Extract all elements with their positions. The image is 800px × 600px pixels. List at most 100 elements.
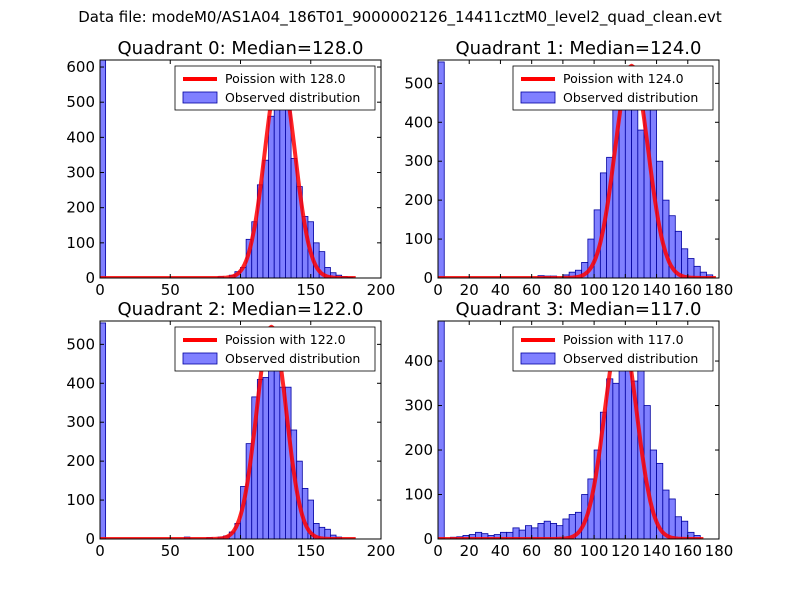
histogram-bar bbox=[624, 90, 632, 278]
histogram-bar bbox=[681, 248, 689, 278]
y-tick-label: 600 bbox=[66, 58, 95, 76]
histogram-bar bbox=[100, 60, 107, 278]
quadrant-3-panel: 0 20 40 60 80 100 120 140 160 1800100200300400Qua… bbox=[404, 299, 733, 560]
histogram-bar bbox=[550, 523, 558, 539]
legend: Poission with 124.0 Observed distribution bbox=[512, 65, 714, 111]
x-tick-label: 100 bbox=[580, 542, 609, 560]
histogram-bar bbox=[290, 158, 298, 278]
x-tick-label: 140 bbox=[642, 542, 671, 560]
panel-title: Quadrant 3: Median=117.0 bbox=[456, 299, 702, 320]
x-tick-label: 200 bbox=[367, 542, 396, 560]
x-tick-label: 20 bbox=[460, 281, 479, 299]
x-tick-label: 140 bbox=[642, 281, 671, 299]
quadrant-0-panel: 0 50 100 150 200 0 100 200 300 400 500 600 Quadrant … bbox=[66, 38, 395, 299]
poisson-curve bbox=[438, 327, 704, 539]
quadrant-1-panel: 0 20 40 60 80 100 120 140 160 1800100200300400500… bbox=[404, 38, 733, 299]
axes-frame bbox=[437, 320, 720, 540]
x-tick-label: 20 bbox=[460, 542, 479, 560]
legend-bar-swatch bbox=[182, 352, 218, 365]
y-tick-label: 500 bbox=[66, 93, 95, 111]
x-tick-label: 0 bbox=[433, 542, 443, 560]
histogram-bar bbox=[525, 525, 533, 539]
histogram-bar bbox=[631, 94, 639, 278]
x-tick-label: 160 bbox=[673, 542, 702, 560]
x-tick-label: 60 bbox=[522, 281, 541, 299]
legend-curve-label: Poission with 128.0 bbox=[225, 71, 346, 86]
histogram-bar bbox=[438, 61, 445, 278]
y-tick-label: 0 bbox=[423, 269, 433, 287]
y-tick-label: 300 bbox=[66, 164, 95, 182]
x-tick-label: 0 bbox=[95, 542, 105, 560]
y-tick-label: 400 bbox=[404, 352, 433, 370]
legend-bar-label: Observed distribution bbox=[225, 351, 360, 366]
x-tick-label: 50 bbox=[161, 542, 180, 560]
histogram-bar bbox=[637, 129, 645, 278]
histogram-bar bbox=[262, 377, 270, 539]
panel-title: Quadrant 2: Median=122.0 bbox=[118, 299, 364, 320]
quadrant-2-panel: 0 50 100 150 200 0 100 200 300 400 500 Quadrant 2: … bbox=[66, 299, 395, 560]
panel-title: Quadrant 0: Median=128.0 bbox=[118, 38, 364, 59]
legend-bar-label: Observed distribution bbox=[225, 90, 360, 105]
y-tick-label: 0 bbox=[85, 530, 95, 548]
x-tick-label: 150 bbox=[296, 281, 325, 299]
legend-curve-label: Poission with 117.0 bbox=[563, 332, 684, 347]
legend-bar-swatch bbox=[520, 91, 556, 104]
figure-title: Data file: modeM0/AS1A04_186T01_90000021… bbox=[78, 8, 722, 26]
panel-title: Quadrant 1: Median=124.0 bbox=[456, 38, 702, 59]
histogram-bar bbox=[273, 103, 281, 278]
x-tick-label: 0 bbox=[95, 281, 105, 299]
x-tick-label: 160 bbox=[673, 281, 702, 299]
y-tick-label: 0 bbox=[85, 269, 95, 287]
x-tick-label: 200 bbox=[367, 281, 396, 299]
y-tick-label: 200 bbox=[404, 441, 433, 459]
histogram-bar bbox=[618, 369, 626, 539]
y-tick-label: 300 bbox=[66, 413, 95, 431]
poisson-curve bbox=[100, 324, 357, 539]
legend: Poission with 122.0 Observed distribution bbox=[174, 326, 376, 372]
poisson-curve bbox=[438, 63, 717, 278]
x-tick-label: 40 bbox=[491, 281, 510, 299]
histogram-bar bbox=[537, 523, 545, 539]
y-tick-label: 200 bbox=[66, 199, 95, 217]
histogram-bar bbox=[543, 520, 551, 539]
histogram-bar bbox=[324, 528, 331, 539]
histogram-bar bbox=[268, 115, 275, 278]
x-tick-label: 120 bbox=[611, 542, 640, 560]
histogram-bar bbox=[687, 258, 695, 278]
y-tick-label: 0 bbox=[423, 530, 433, 548]
y-tick-label: 200 bbox=[66, 452, 95, 470]
x-tick-label: 80 bbox=[553, 542, 572, 560]
y-tick-label: 500 bbox=[404, 74, 433, 92]
histogram-bar bbox=[668, 498, 676, 539]
histogram-bar bbox=[307, 499, 314, 539]
histogram-bar bbox=[100, 322, 107, 539]
histogram-bar bbox=[262, 159, 270, 278]
legend: Poission with 117.0 Observed distribution bbox=[512, 326, 714, 372]
x-tick-label: 100 bbox=[580, 281, 609, 299]
legend-curve-label: Poission with 124.0 bbox=[563, 71, 684, 86]
y-tick-label: 500 bbox=[66, 335, 95, 353]
x-tick-label: 40 bbox=[491, 542, 510, 560]
histogram-bar bbox=[681, 520, 689, 539]
y-tick-label: 200 bbox=[404, 191, 433, 209]
x-tick-label: 180 bbox=[705, 281, 734, 299]
histogram-bar bbox=[612, 382, 620, 539]
axes-frame bbox=[437, 59, 720, 279]
x-tick-label: 60 bbox=[522, 542, 541, 560]
y-tick-label: 100 bbox=[404, 230, 433, 248]
y-tick-label: 100 bbox=[66, 234, 95, 252]
y-tick-label: 400 bbox=[66, 128, 95, 146]
y-tick-label: 300 bbox=[404, 397, 433, 415]
legend-bar-swatch bbox=[182, 91, 218, 104]
y-tick-label: 100 bbox=[66, 491, 95, 509]
legend: Poission with 128.0 Observed distribution bbox=[174, 65, 376, 111]
x-tick-label: 50 bbox=[161, 281, 180, 299]
y-tick-label: 100 bbox=[404, 486, 433, 504]
histogram-bar bbox=[649, 449, 657, 539]
poisson-curve bbox=[100, 68, 357, 278]
legend-bar-label: Observed distribution bbox=[563, 90, 698, 105]
x-tick-label: 100 bbox=[226, 281, 255, 299]
x-tick-label: 100 bbox=[226, 542, 255, 560]
legend-curve-label: Poission with 122.0 bbox=[225, 332, 346, 347]
